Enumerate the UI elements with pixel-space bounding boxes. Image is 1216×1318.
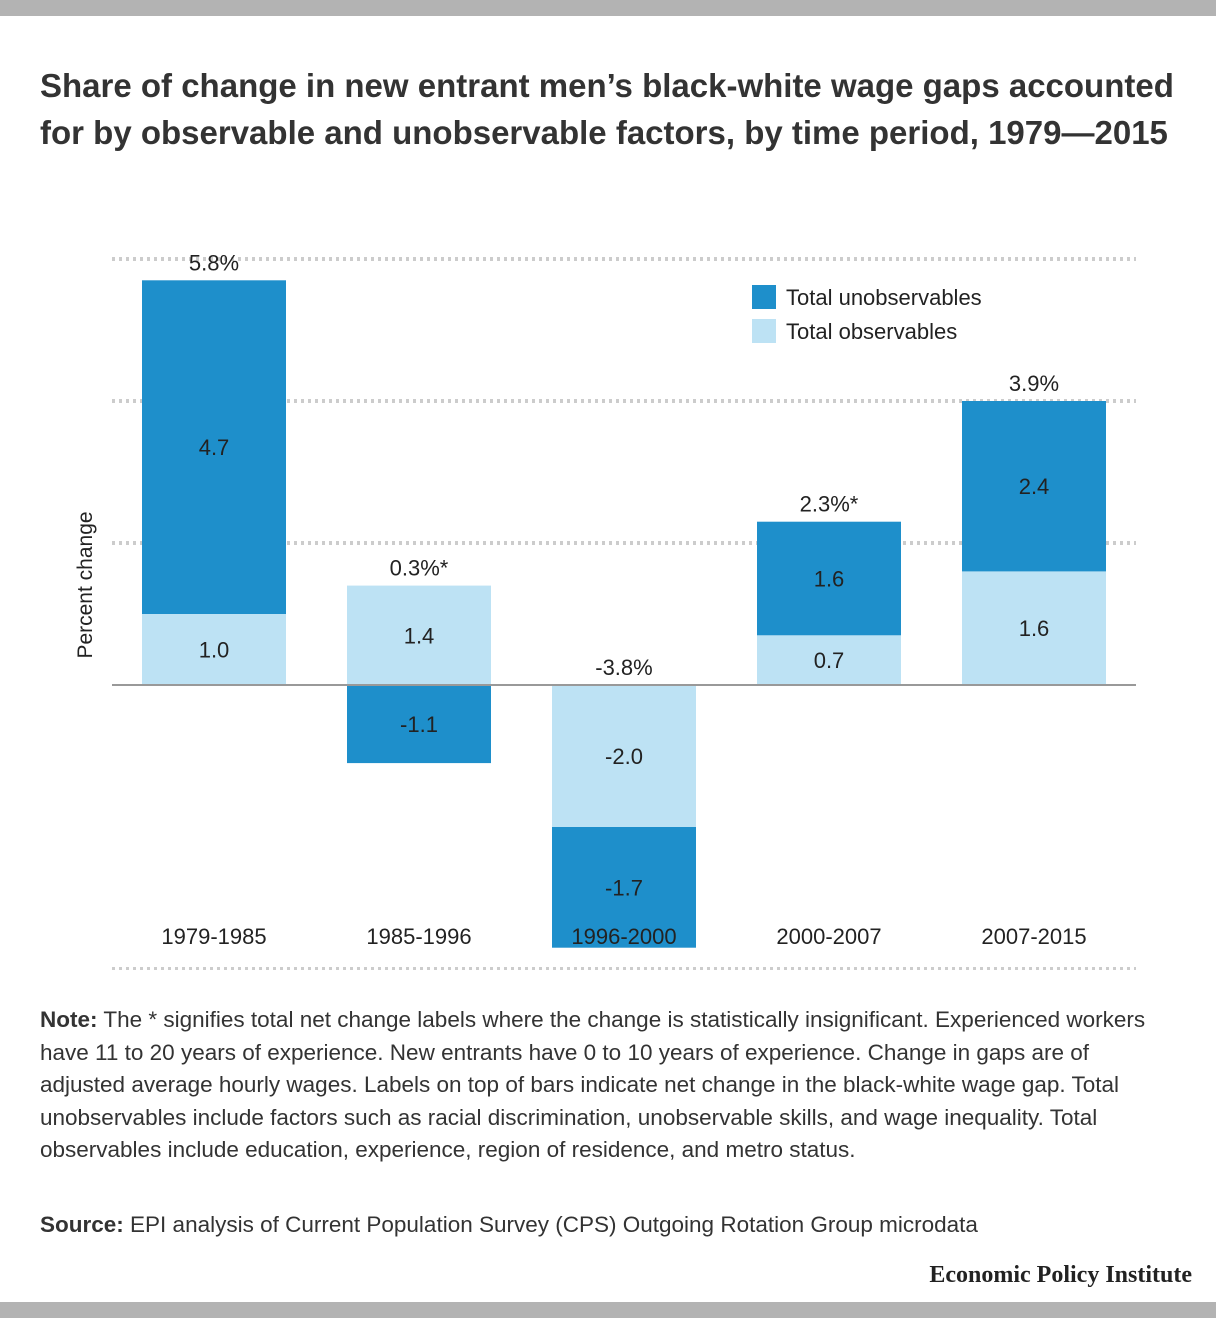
segment-value-label: 0.7: [814, 648, 845, 673]
bar-unobservables-1985-1996: [347, 685, 491, 764]
source: Source: EPI analysis of Current Populati…: [40, 1209, 1180, 1242]
segment-value-label: 1.4: [404, 623, 435, 648]
brand-logo: Economic Policy Institute: [929, 1262, 1192, 1288]
legend-background: [738, 266, 1036, 356]
stacked-bar-chart: 1.0 4.7 5.8% 1979-1985 1.4 -1.1 0.3%* 1985-1996…: [74, 250, 1136, 970]
note-label: Note:: [40, 1007, 98, 1032]
note-text: The * signifies total net change labels …: [40, 1007, 1146, 1162]
bar-observables-2000-2007: [757, 635, 901, 685]
total-label: 2.3%*: [800, 492, 859, 517]
segment-value-label: 1.0: [199, 638, 230, 663]
segment-value-label: -1.1: [400, 712, 438, 737]
x-tick-label: 2007-2015: [981, 924, 1086, 949]
segment-value-label: -1.7: [605, 875, 643, 900]
legend: Total unobservables Total observables: [738, 266, 1036, 356]
bar-unobservables-2000-2007: [757, 521, 901, 636]
legend-swatch-observables: [752, 319, 776, 343]
bar-unobservables-2007-2015: [962, 401, 1106, 572]
total-label: 5.8%: [189, 250, 239, 275]
bars: [142, 280, 1106, 948]
bar-observables-1996-2000: [552, 685, 696, 827]
top-border: [0, 0, 1216, 16]
bar-unobservables-1979-1985: [142, 280, 286, 614]
segment-value-label: 1.6: [1019, 616, 1050, 641]
total-label: 0.3%*: [390, 556, 449, 581]
source-text: EPI analysis of Current Population Surve…: [123, 1212, 978, 1237]
data-labels: 1.0 4.7 5.8% 1979-1985 1.4 -1.1 0.3%* 1985-1996…: [112, 250, 1136, 949]
segment-value-label: 1.6: [814, 567, 845, 592]
legend-label-unobservables: Total unobservables: [786, 285, 982, 310]
bar-observables-1979-1985: [142, 614, 286, 685]
segment-value-label: 2.4: [1019, 474, 1050, 499]
bar-observables-2007-2015: [962, 571, 1106, 685]
segment-value-label: -2.0: [605, 744, 643, 769]
legend-swatch-unobservables: [752, 285, 776, 309]
legend-label-observables: Total observables: [786, 319, 957, 344]
x-tick-label: 1979-1985: [161, 924, 266, 949]
chart-title: Share of change in new entrant men’s bla…: [40, 67, 1174, 151]
segment-value-label: 4.7: [199, 435, 230, 460]
x-tick-label: 1985-1996: [366, 924, 471, 949]
x-tick-label: 2000-2007: [776, 924, 881, 949]
bar-observables-1985-1996: [347, 585, 491, 685]
bottom-border: [0, 1302, 1216, 1318]
total-label: 3.9%: [1009, 371, 1059, 396]
source-label: Source:: [40, 1212, 124, 1237]
x-tick-label: 1996-2000: [571, 924, 676, 949]
note: Note: The * signifies total net change l…: [40, 1004, 1180, 1167]
bar-unobservables-1996-2000: [552, 827, 696, 948]
y-axis-label: Percent change: [74, 511, 97, 658]
total-label: -3.8%: [595, 655, 652, 680]
